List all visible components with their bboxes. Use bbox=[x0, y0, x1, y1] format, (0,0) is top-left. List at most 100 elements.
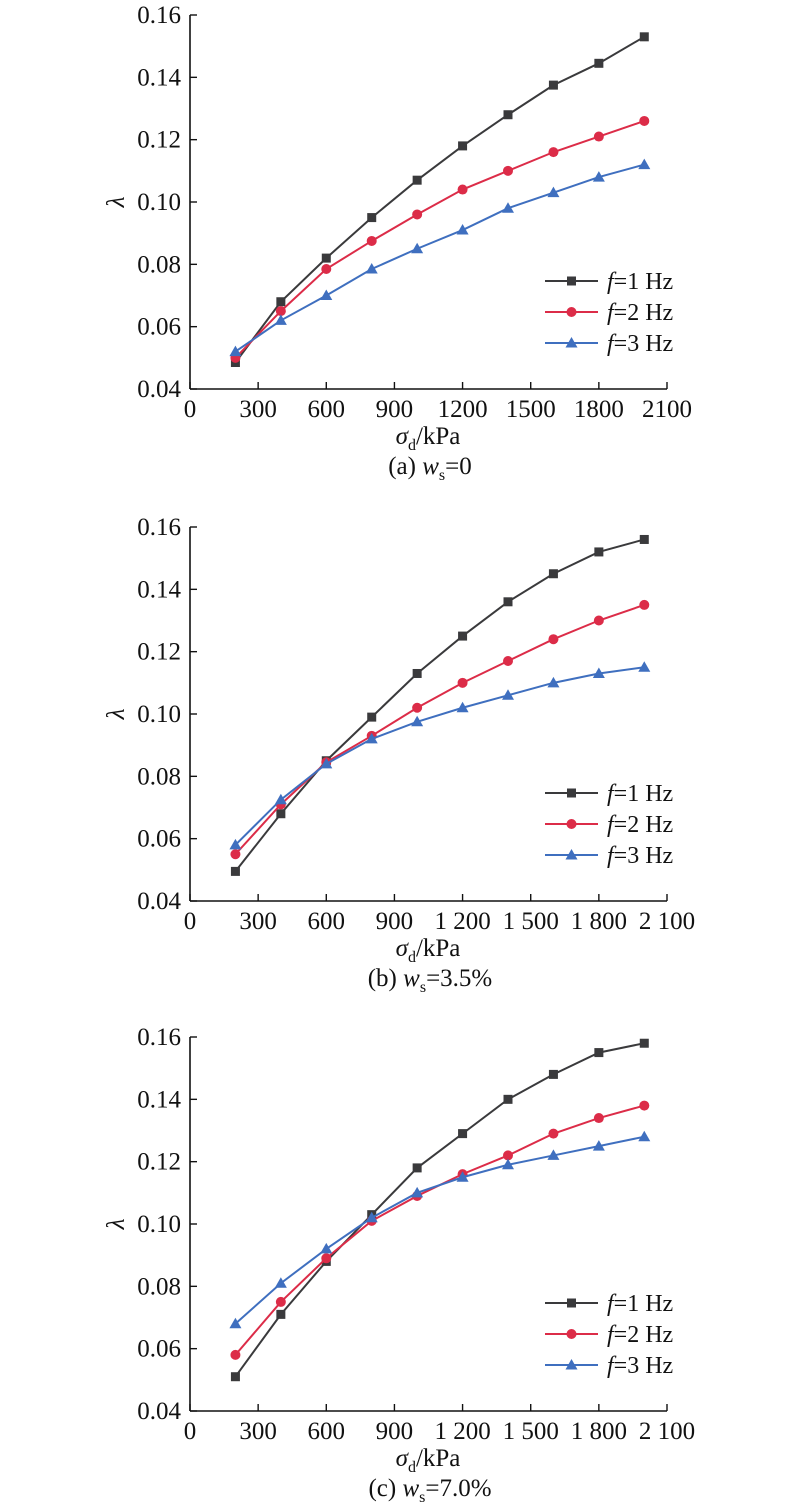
y-tick-label: 0.10 bbox=[137, 1211, 181, 1238]
data-point bbox=[502, 1158, 514, 1170]
caption-prefix: (a) bbox=[388, 453, 422, 480]
data-point bbox=[412, 702, 423, 713]
legend-label-var: f bbox=[607, 331, 617, 357]
data-point bbox=[503, 597, 513, 607]
y-axis-label: λ bbox=[103, 1218, 130, 1230]
x-axis-label: σd/kPa bbox=[396, 1445, 461, 1476]
x-tick-label: 300 bbox=[239, 908, 277, 935]
data-point bbox=[276, 1309, 286, 1319]
legend-marker bbox=[565, 849, 578, 860]
series-line bbox=[234, 1135, 645, 1325]
legend-marker bbox=[567, 788, 576, 798]
caption-var: w bbox=[422, 453, 439, 480]
series-f1 bbox=[230, 32, 649, 368]
data-point bbox=[547, 186, 560, 198]
x-axis-label-unit: /kPa bbox=[416, 423, 460, 450]
data-point bbox=[365, 263, 378, 274]
data-point bbox=[503, 110, 513, 120]
data-point bbox=[229, 1317, 242, 1329]
legend-label: f=3 Hz bbox=[607, 1353, 673, 1379]
data-point bbox=[321, 1253, 332, 1264]
data-point bbox=[320, 289, 333, 300]
data-point bbox=[458, 1129, 468, 1139]
caption-var: w bbox=[402, 1475, 419, 1502]
data-point bbox=[593, 1113, 604, 1124]
legend: f=1 Hzf=2 Hzf=3 Hz bbox=[545, 269, 673, 357]
y-tick-label: 0.12 bbox=[137, 127, 181, 154]
y-tick-label: 0.08 bbox=[137, 1273, 181, 1300]
data-point bbox=[594, 1048, 604, 1058]
panel-caption: (c) ws=7.0% bbox=[368, 1475, 491, 1506]
legend-item: f=1 Hz bbox=[545, 781, 673, 807]
chart-panel-2: 0.04 0.06 0.08 0.10 0.12 0.14 0.16 0 300 600 900 1 … bbox=[103, 514, 695, 996]
data-point bbox=[639, 115, 650, 126]
series-f2 bbox=[230, 599, 650, 860]
legend-item: f=2 Hz bbox=[545, 812, 673, 838]
x-axis-label-unit: /kPa bbox=[416, 1445, 460, 1472]
x-tick-label: 1 800 bbox=[571, 908, 627, 935]
x-axis-label-var: σ bbox=[396, 1445, 410, 1472]
data-point bbox=[230, 1372, 240, 1382]
data-point bbox=[412, 668, 422, 678]
legend-label-rest: =3 Hz bbox=[614, 1353, 674, 1379]
x-tick-label: 900 bbox=[376, 908, 414, 935]
x-axis-label: σd/kPa bbox=[396, 935, 461, 966]
data-point bbox=[365, 1211, 378, 1223]
caption-value: =0 bbox=[445, 453, 472, 480]
data-point bbox=[411, 1186, 424, 1198]
data-point bbox=[276, 297, 286, 307]
legend-marker bbox=[567, 1298, 576, 1308]
x-axis-label-unit: /kPa bbox=[416, 935, 460, 962]
data-point bbox=[274, 1277, 287, 1288]
data-point bbox=[593, 131, 604, 142]
y-tick-label: 0.16 bbox=[137, 514, 181, 541]
caption-var: w bbox=[403, 965, 420, 992]
data-point bbox=[594, 58, 604, 68]
y-tick-label: 0.08 bbox=[137, 763, 181, 790]
data-point bbox=[230, 1349, 241, 1360]
data-point bbox=[458, 631, 468, 641]
legend-label: f=2 Hz bbox=[607, 300, 673, 326]
legend-label-var: f bbox=[607, 269, 617, 295]
legend-marker bbox=[566, 819, 577, 829]
legend-label-rest: =1 Hz bbox=[614, 269, 674, 295]
panel-caption: (b) ws=3.5% bbox=[368, 965, 493, 996]
legend-marker bbox=[565, 337, 578, 348]
legend-label-var: f bbox=[607, 1291, 617, 1317]
y-tick-label: 0.04 bbox=[137, 1398, 181, 1425]
legend-label: f=3 Hz bbox=[607, 331, 673, 357]
legend-label: f=2 Hz bbox=[607, 1322, 673, 1348]
caption-sub: s bbox=[419, 1489, 425, 1506]
data-point bbox=[639, 32, 649, 42]
legend-item: f=1 Hz bbox=[545, 269, 673, 295]
x-axis-label-var: σ bbox=[396, 935, 410, 962]
data-point bbox=[638, 158, 651, 170]
data-point bbox=[593, 615, 604, 626]
legend-label: f=3 Hz bbox=[607, 843, 673, 869]
y-tick-label: 0.10 bbox=[137, 701, 181, 728]
data-point bbox=[412, 175, 422, 185]
data-point bbox=[412, 209, 423, 220]
data-point bbox=[638, 661, 651, 672]
legend-label-rest: =3 Hz bbox=[614, 843, 674, 869]
y-tick-label: 0.12 bbox=[137, 639, 181, 666]
data-point bbox=[592, 171, 605, 182]
data-point bbox=[274, 793, 287, 805]
legend-label: f=1 Hz bbox=[607, 1291, 673, 1317]
data-point bbox=[411, 715, 424, 727]
legend-item: f=3 Hz bbox=[545, 331, 673, 357]
series-f1 bbox=[230, 1038, 649, 1382]
legend-item: f=1 Hz bbox=[545, 1291, 673, 1317]
data-point bbox=[503, 1150, 513, 1161]
data-point bbox=[548, 1069, 558, 1079]
data-point bbox=[548, 1128, 559, 1139]
series-line bbox=[234, 120, 645, 359]
y-tick-label: 0.04 bbox=[137, 888, 181, 915]
legend-item: f=2 Hz bbox=[545, 300, 673, 326]
data-point bbox=[548, 634, 559, 645]
data-point bbox=[229, 345, 242, 357]
data-point bbox=[639, 599, 650, 610]
caption-prefix: (b) bbox=[368, 965, 403, 992]
series-line bbox=[234, 666, 645, 846]
series-f3 bbox=[229, 158, 651, 357]
